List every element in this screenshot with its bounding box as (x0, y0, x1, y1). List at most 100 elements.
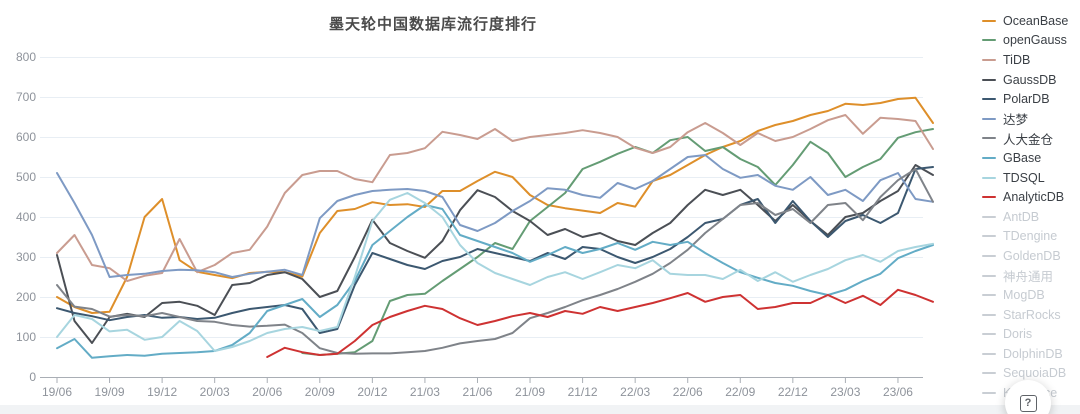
legend-swatch-icon (982, 392, 996, 395)
y-axis-label: 400 (16, 210, 36, 224)
legend-label: PolarDB (1003, 92, 1050, 107)
legend-label: AntDB (1003, 209, 1040, 224)
legend-item-MogDB[interactable]: MogDB (982, 285, 1080, 305)
legend-item-TDSQL[interactable]: TDSQL (982, 168, 1080, 188)
x-axis-label: 20/03 (200, 385, 230, 399)
x-axis-label: 20/12 (357, 385, 387, 399)
legend-swatch-icon (982, 117, 996, 120)
x-axis-label: 22/09 (725, 385, 755, 399)
series-line-TDSQL (56, 192, 934, 352)
legend-item-AntDB[interactable]: AntDB (982, 207, 1080, 227)
legend-item-神舟通用[interactable]: 神舟通用 (982, 266, 1080, 286)
legend-swatch-icon (982, 294, 996, 297)
legend-swatch-icon (982, 137, 996, 140)
y-axis-label: 500 (16, 170, 36, 184)
x-axis-label: 22/12 (778, 385, 808, 399)
x-axis-label: 21/12 (568, 385, 598, 399)
legend-item-StarRocks[interactable]: StarRocks (982, 305, 1080, 325)
x-axis-label: 21/03 (410, 385, 440, 399)
legend-swatch-icon (982, 78, 996, 81)
legend-label: TDengine (1003, 229, 1058, 244)
legend-swatch-icon (982, 58, 996, 61)
legend-label: Doris (1003, 327, 1033, 342)
chart-legend: OceanBase openGauss TiDB GaussDB PolarDB 达梦人大… (982, 11, 1080, 403)
series-line-人大金仓 (56, 168, 934, 355)
legend-item-GaussDB[interactable]: GaussDB (982, 70, 1080, 90)
x-axis-label: 23/06 (883, 385, 913, 399)
legend-swatch-icon (982, 215, 996, 218)
legend-label: GaussDB (1003, 72, 1057, 87)
x-axis-label: 22/06 (673, 385, 703, 399)
y-axis-label: 0 (29, 370, 36, 384)
series-line-TiDB (56, 114, 934, 282)
legend-label: OceanBase (1003, 13, 1069, 28)
legend-swatch-icon (982, 196, 996, 199)
help-shortcut-button[interactable]: ? (1005, 380, 1051, 414)
legend-label: GoldenDB (1003, 248, 1061, 263)
legend-label: DolphinDB (1003, 346, 1063, 361)
legend-item-达梦[interactable]: 达梦 (982, 109, 1080, 129)
series-line-OceanBase (56, 96, 934, 314)
x-axis-label: 22/03 (620, 385, 650, 399)
x-axis-label: 20/06 (252, 385, 282, 399)
legend-item-GoldenDB[interactable]: GoldenDB (982, 246, 1080, 266)
legend-label: TiDB (1003, 52, 1031, 67)
legend-swatch-icon (982, 156, 996, 159)
legend-swatch-icon (982, 313, 996, 316)
legend-swatch-icon (982, 19, 996, 22)
legend-swatch-icon (982, 372, 996, 375)
legend-label: 达梦 (1003, 113, 1029, 128)
series-line-AnalyticDB (266, 288, 934, 358)
legend-swatch-icon (982, 39, 996, 42)
legend-label: 人大金仓 (1003, 132, 1054, 147)
legend-item-TDengine[interactable]: TDengine (982, 227, 1080, 247)
y-axis-label: 800 (16, 50, 36, 64)
legend-item-AnalyticDB[interactable]: AnalyticDB (982, 187, 1080, 207)
y-axis-label: 200 (16, 290, 36, 304)
legend-label: GBase (1003, 150, 1042, 165)
legend-swatch-icon (982, 254, 996, 257)
page-bottom-strip (0, 405, 1080, 414)
legend-swatch-icon (982, 235, 996, 238)
x-axis-label: 21/09 (515, 385, 545, 399)
legend-label: MogDB (1003, 288, 1045, 303)
legend-item-人大金仓[interactable]: 人大金仓 (982, 129, 1080, 149)
chart-title: 墨天轮中国数据库流行度排行 (328, 16, 537, 33)
y-axis-label: 300 (16, 250, 36, 264)
x-axis-label: 19/09 (95, 385, 125, 399)
question-mark-icon: ? (1019, 394, 1037, 412)
x-axis-label: 20/09 (305, 385, 335, 399)
y-axis-label: 700 (16, 90, 36, 104)
x-axis-label: 21/06 (462, 385, 492, 399)
legend-item-SequoiaDB[interactable]: SequoiaDB (982, 364, 1080, 384)
legend-swatch-icon (982, 176, 996, 179)
legend-swatch-icon (982, 333, 996, 336)
legend-item-OceanBase[interactable]: OceanBase (982, 11, 1080, 31)
series-line-达梦 (56, 154, 934, 278)
y-axis-label: 600 (16, 130, 36, 144)
legend-label: AnalyticDB (1003, 190, 1065, 205)
legend-label: SequoiaDB (1003, 366, 1067, 381)
legend-swatch-icon (982, 352, 996, 355)
legend-item-TiDB[interactable]: TiDB (982, 50, 1080, 70)
legend-item-PolarDB[interactable]: PolarDB (982, 89, 1080, 109)
series-line-openGauss (301, 128, 934, 356)
legend-item-Doris[interactable]: Doris (982, 325, 1080, 345)
legend-label: 神舟通用 (1003, 270, 1054, 285)
legend-item-openGauss[interactable]: openGauss (982, 31, 1080, 51)
x-axis-label: 19/06 (42, 385, 72, 399)
x-axis-label: 23/03 (830, 385, 860, 399)
legend-label: openGauss (1003, 33, 1067, 48)
legend-label: TDSQL (1003, 170, 1045, 185)
legend-label: StarRocks (1003, 307, 1061, 322)
series-line-GBase (56, 204, 934, 359)
legend-swatch-icon (982, 98, 996, 101)
legend-swatch-icon (982, 274, 996, 277)
series-line-PolarDB (56, 166, 934, 334)
legend-item-GBase[interactable]: GBase (982, 148, 1080, 168)
legend-item-DolphinDB[interactable]: DolphinDB (982, 344, 1080, 364)
x-axis-label: 19/12 (147, 385, 177, 399)
y-axis-label: 100 (16, 330, 36, 344)
